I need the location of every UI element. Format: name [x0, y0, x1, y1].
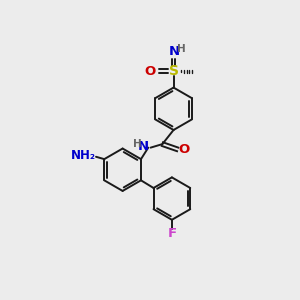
Text: N: N: [138, 140, 149, 153]
Text: H: H: [177, 44, 186, 54]
Text: S: S: [169, 64, 178, 78]
Text: F: F: [167, 227, 176, 240]
Text: O: O: [145, 65, 156, 78]
Text: H: H: [133, 139, 142, 148]
Text: N: N: [169, 45, 180, 58]
Text: O: O: [178, 143, 189, 156]
Text: NH₂: NH₂: [70, 149, 96, 162]
